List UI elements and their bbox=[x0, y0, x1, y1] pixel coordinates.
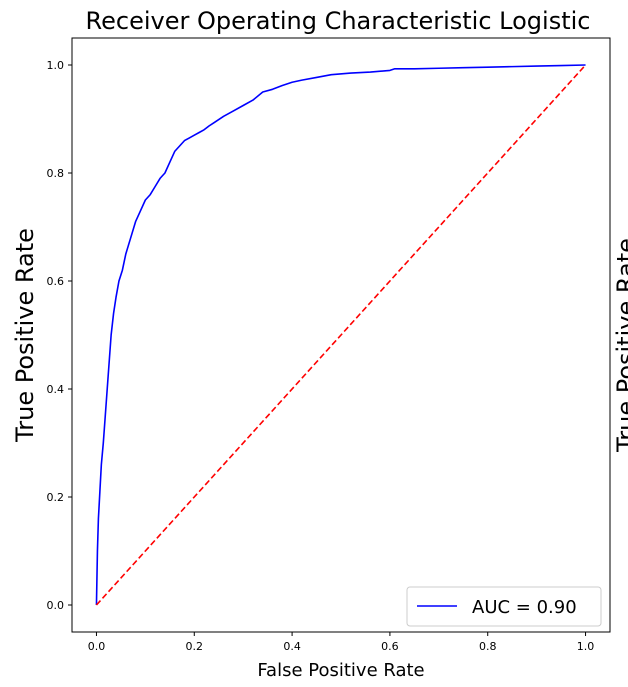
x-axis-label: False Positive Rate bbox=[257, 660, 424, 681]
x-tick-label: 0.4 bbox=[283, 640, 301, 653]
x-axis-ticks: 0.0 0.2 0.4 0.6 0.8 1.0 bbox=[88, 632, 595, 653]
y-tick-label: 0.6 bbox=[47, 275, 65, 288]
legend-box bbox=[406, 586, 602, 627]
y-axis-ticks: 0.0 0.2 0.4 0.6 0.8 1.0 bbox=[47, 59, 72, 612]
y-axis-label: True Positive Rate bbox=[11, 228, 39, 443]
chart-title: Receiver Operating Characteristic Logist… bbox=[86, 7, 591, 35]
plot-area bbox=[71, 37, 611, 633]
chance-diagonal-line bbox=[95, 64, 587, 606]
series-layer bbox=[95, 64, 587, 606]
y-tick-label: 0.2 bbox=[47, 491, 65, 504]
x-tick-label: 0.0 bbox=[88, 640, 106, 653]
y-tick-label: 0.4 bbox=[47, 383, 65, 396]
clipped-neighbor-ylabel: True Positive Rate bbox=[612, 238, 628, 453]
x-tick-label: 0.8 bbox=[479, 640, 497, 653]
legend: AUC = 0.90 bbox=[406, 586, 602, 627]
roc-curve-line bbox=[95, 64, 586, 606]
y-tick-label: 1.0 bbox=[47, 59, 65, 72]
x-tick-label: 1.0 bbox=[577, 640, 595, 653]
y-tick-label: 0.0 bbox=[47, 599, 65, 612]
legend-entry: AUC = 0.90 bbox=[472, 597, 577, 618]
x-tick-label: 0.2 bbox=[186, 640, 204, 653]
x-tick-label: 0.6 bbox=[381, 640, 399, 653]
y-tick-label: 0.8 bbox=[47, 167, 65, 180]
